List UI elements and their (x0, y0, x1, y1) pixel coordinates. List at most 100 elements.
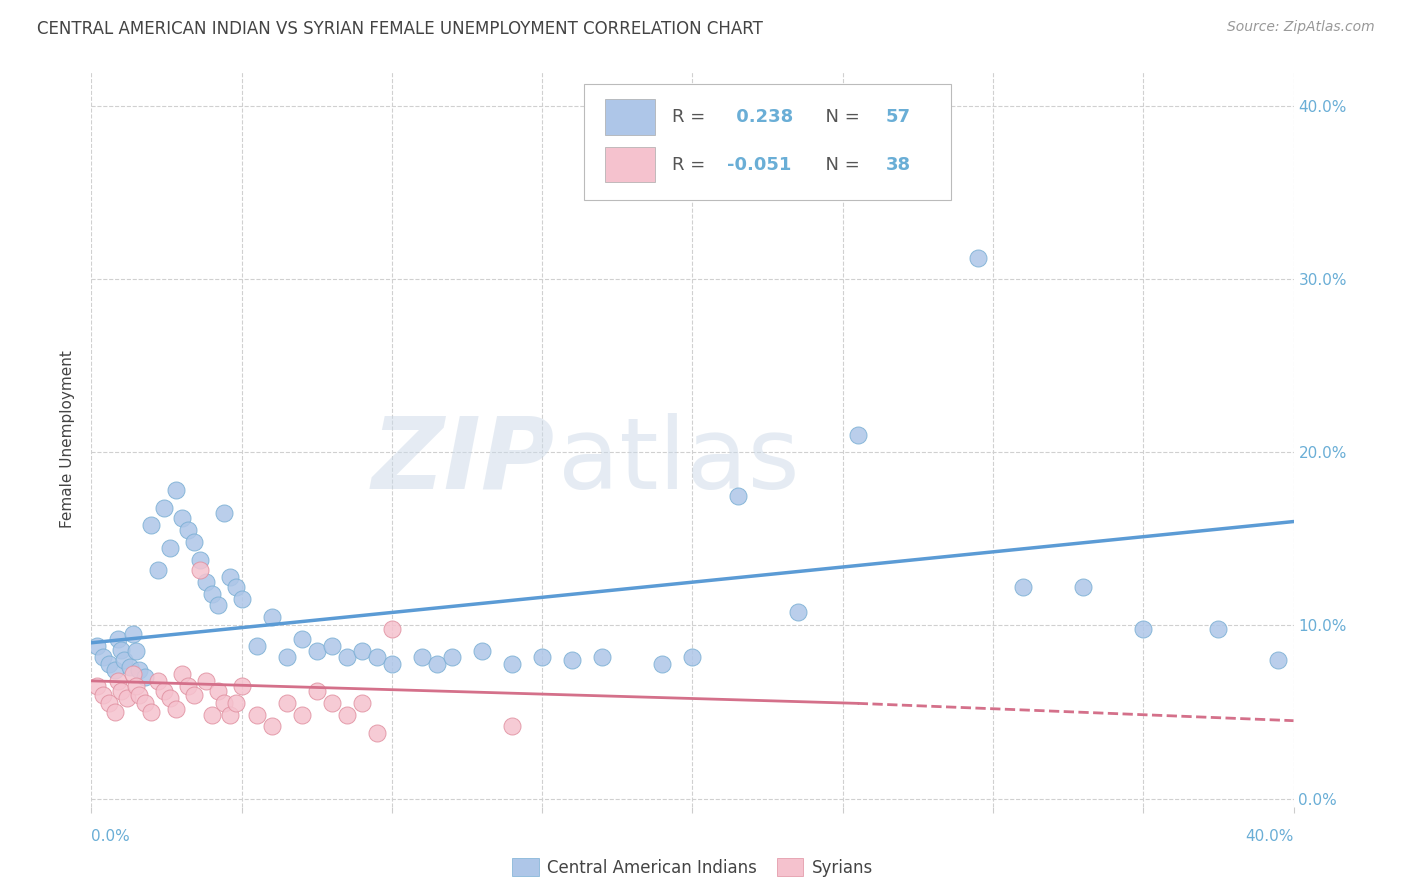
Point (152, 684, 174, 698)
Point (276, 697, 298, 711)
Point (1208, 622, 1230, 636)
Point (122, 627, 145, 641)
Point (260, 719, 283, 733)
Text: Source: ZipAtlas.com: Source: ZipAtlas.com (1227, 20, 1375, 34)
Point (188, 563, 211, 577)
Point (117, 691, 139, 706)
Point (212, 506, 235, 520)
Text: 0.238: 0.238 (730, 108, 793, 126)
Point (122, 667, 145, 681)
Point (152, 500, 174, 515)
Point (225, 580, 247, 594)
Point (170, 667, 193, 681)
Point (336, 649, 359, 664)
Point (291, 632, 314, 647)
Point (128, 688, 150, 702)
Point (321, 697, 343, 711)
Point (231, 679, 253, 693)
Point (141, 518, 163, 533)
Point (321, 639, 343, 653)
Point (381, 657, 404, 671)
Point (561, 653, 583, 667)
Point (183, 535, 205, 549)
Point (170, 511, 193, 525)
Point (440, 649, 463, 664)
Text: 57: 57 (886, 108, 911, 126)
Point (93, 649, 115, 664)
Point (114, 653, 136, 667)
Text: ZIP: ZIP (371, 413, 554, 510)
Point (86, 639, 108, 653)
Point (1132, 622, 1154, 636)
Point (350, 644, 373, 658)
Point (93, 688, 115, 702)
Text: R =: R = (672, 156, 711, 174)
Point (350, 697, 373, 711)
Point (426, 657, 449, 671)
FancyBboxPatch shape (605, 99, 655, 135)
Point (591, 649, 613, 664)
Point (201, 587, 224, 601)
Point (246, 639, 269, 653)
Point (146, 563, 169, 577)
Point (336, 708, 359, 723)
Point (291, 708, 314, 723)
Point (681, 649, 703, 664)
Point (134, 697, 156, 711)
Point (141, 705, 163, 719)
Text: 38: 38 (886, 156, 911, 174)
Point (212, 697, 235, 711)
Text: atlas: atlas (558, 413, 800, 510)
Y-axis label: Female Unemployment: Female Unemployment (60, 351, 76, 528)
Text: -0.051: -0.051 (727, 156, 792, 174)
Point (531, 649, 554, 664)
Point (194, 673, 217, 688)
Point (1267, 653, 1289, 667)
Point (159, 691, 181, 706)
Point (201, 708, 224, 723)
Point (246, 708, 269, 723)
Point (411, 649, 433, 664)
Point (107, 673, 129, 688)
Point (176, 679, 198, 693)
Point (207, 684, 229, 698)
Point (218, 708, 240, 723)
Point (194, 575, 217, 590)
Point (86, 679, 108, 693)
Point (104, 664, 127, 678)
Point (1012, 580, 1035, 594)
Text: CENTRAL AMERICAN INDIAN VS SYRIAN FEMALE UNEMPLOYMENT CORRELATION CHART: CENTRAL AMERICAN INDIAN VS SYRIAN FEMALE… (37, 20, 762, 37)
Point (128, 664, 150, 678)
Point (1071, 580, 1094, 594)
Point (305, 684, 328, 698)
Text: R =: R = (672, 108, 711, 126)
Point (98, 657, 121, 671)
Point (120, 660, 142, 674)
Point (366, 726, 388, 740)
Point (727, 489, 749, 503)
Point (165, 701, 187, 715)
Point (225, 697, 247, 711)
Point (501, 657, 523, 671)
Text: 40.0%: 40.0% (1246, 830, 1294, 844)
Text: N =: N = (814, 108, 865, 126)
Point (125, 644, 148, 658)
Point (188, 552, 211, 566)
Legend: Central American Indians, Syrians: Central American Indians, Syrians (505, 852, 880, 884)
Point (846, 428, 869, 442)
FancyBboxPatch shape (585, 84, 950, 200)
Point (967, 252, 990, 266)
Point (381, 622, 404, 636)
Point (125, 679, 148, 693)
Point (471, 644, 494, 658)
Point (207, 598, 229, 612)
Point (786, 605, 808, 619)
FancyBboxPatch shape (605, 147, 655, 183)
Point (276, 649, 298, 664)
Point (159, 541, 181, 555)
Point (305, 644, 328, 658)
Point (134, 670, 156, 684)
Point (165, 483, 187, 498)
Point (501, 719, 523, 733)
Point (176, 523, 198, 537)
